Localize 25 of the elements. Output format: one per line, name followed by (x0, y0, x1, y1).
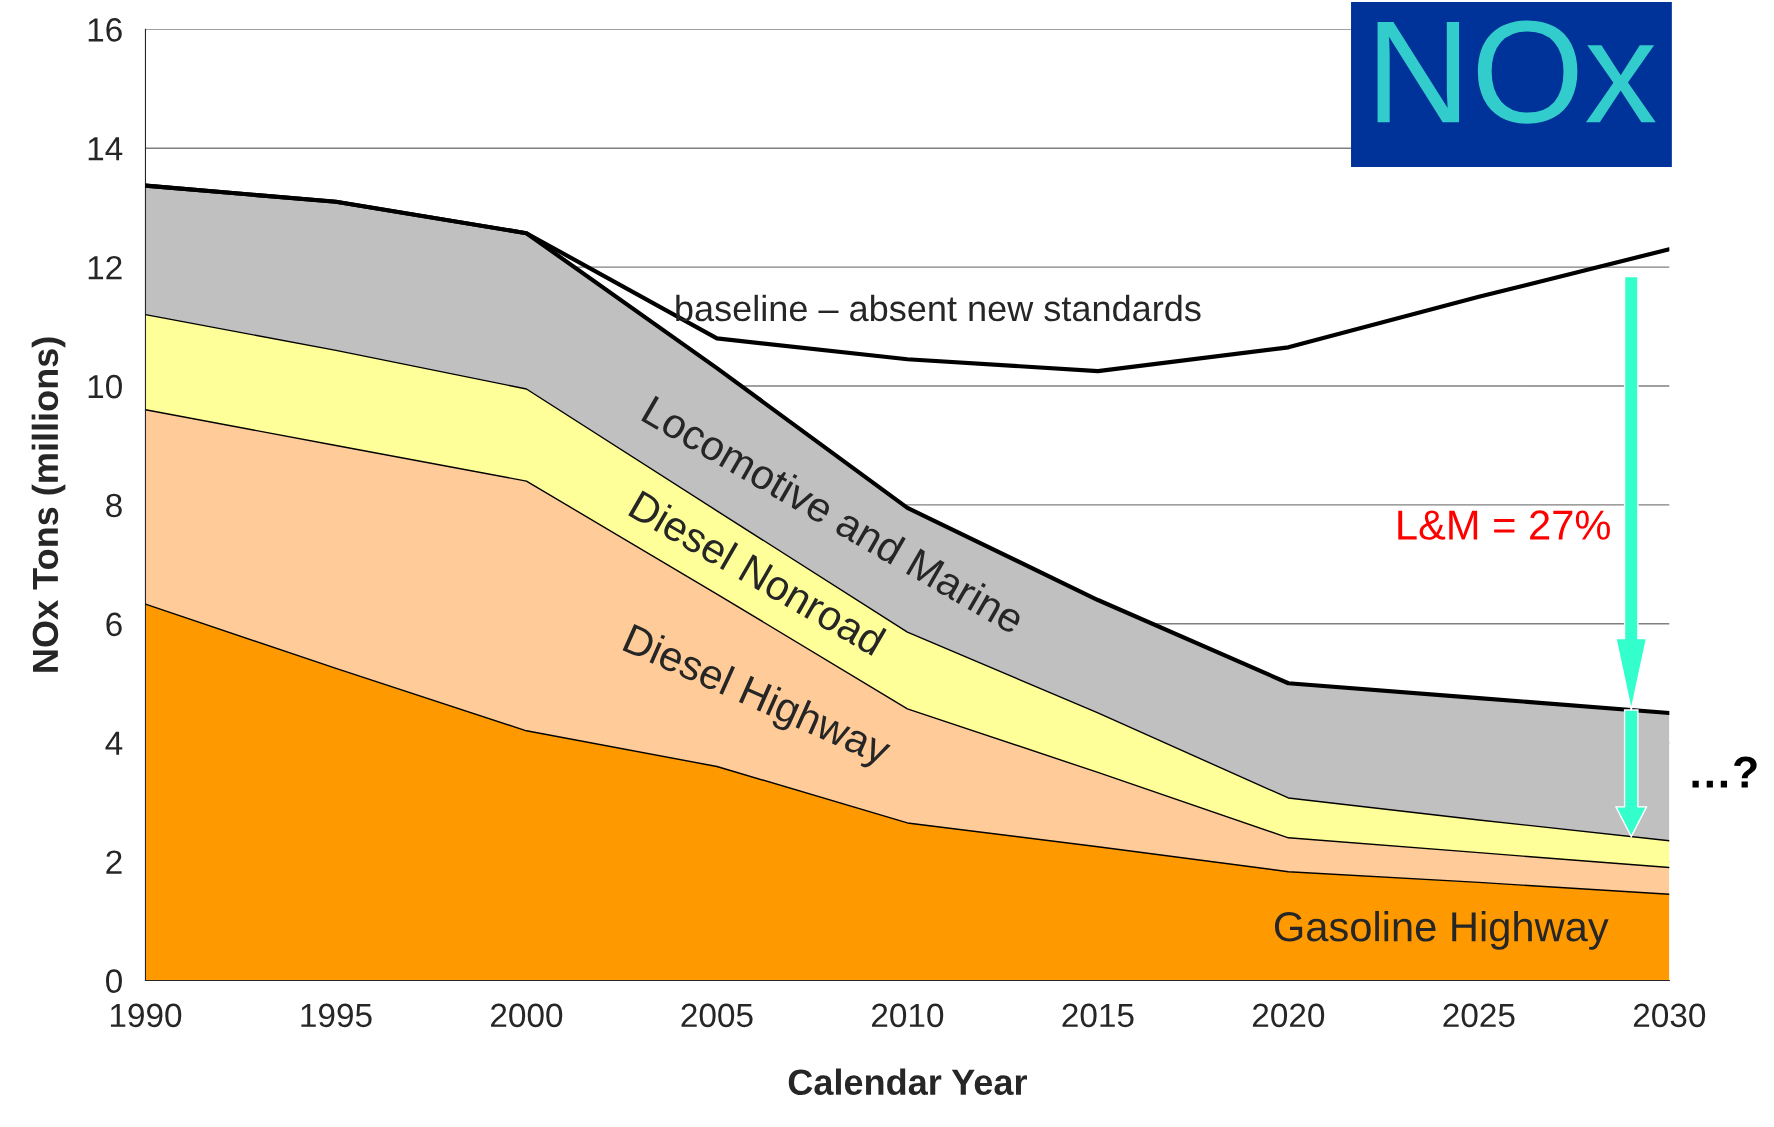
series-label: baseline – absent new standards (676, 294, 1201, 322)
x-tick-label: 1990 (110, 1003, 182, 1028)
y-tick-label: 16 (88, 18, 122, 42)
text: …? (1692, 756, 1757, 788)
x-tick-label: 1995 (301, 1003, 372, 1028)
x-tick-label: 2000 (491, 1003, 563, 1028)
y-tick-label: 12 (88, 255, 122, 280)
x-tick-label: 2010 (872, 1003, 944, 1028)
y-tick-label: 8 (106, 493, 122, 518)
x-tick-label: 2005 (681, 1003, 753, 1028)
y-axis-title: NOx Tons (millions) (31, 337, 66, 672)
annotation: L&M = 27% (1398, 510, 1610, 540)
x-tick-label: 2030 (1633, 1003, 1706, 1028)
y-tick-label: 0 (106, 969, 122, 993)
y-tick-label: 2 (106, 850, 122, 874)
chart-title: NOx (1377, 20, 1656, 124)
x-tick-label: 2015 (1062, 1003, 1134, 1028)
y-tick-label: 4 (105, 731, 123, 755)
x-tick-label: 2025 (1443, 1003, 1515, 1028)
y-tick-label: 10 (88, 374, 122, 399)
x-axis-title: Calendar Year (788, 1068, 1027, 1096)
series-label: Gasoline Highway (1274, 910, 1609, 950)
y-tick-label: 6 (106, 612, 122, 637)
y-tick-label: 14 (88, 137, 123, 161)
x-tick-label: 2020 (1252, 1003, 1325, 1028)
